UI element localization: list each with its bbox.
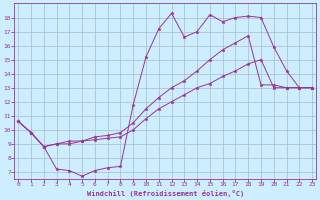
X-axis label: Windchill (Refroidissement éolien,°C): Windchill (Refroidissement éolien,°C) [87,190,244,197]
